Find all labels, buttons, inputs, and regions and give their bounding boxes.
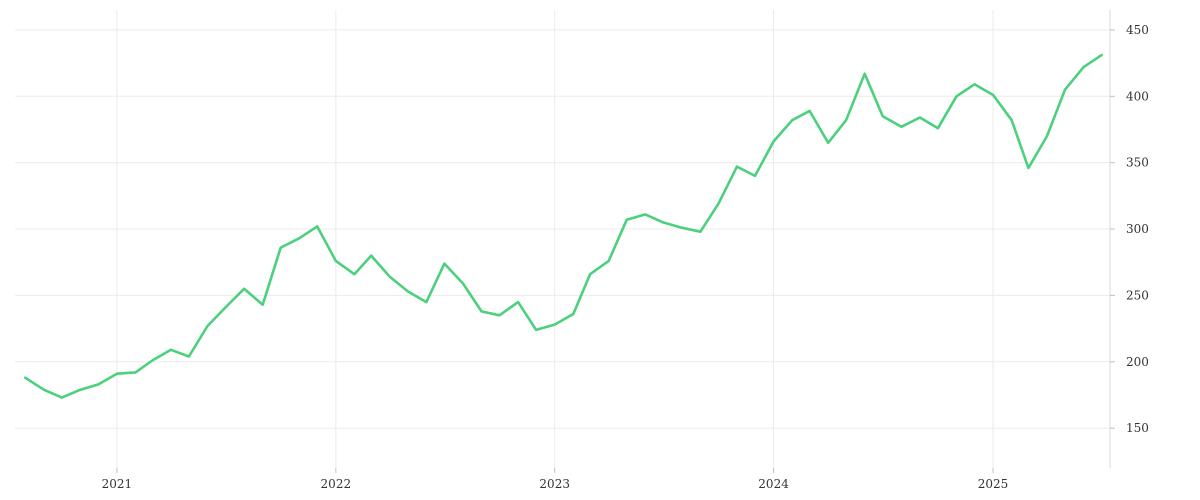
x-tick-label: 2025	[978, 477, 1009, 491]
y-tick-label: 250	[1126, 288, 1149, 302]
x-tick-label: 2024	[758, 477, 789, 491]
x-tick-label: 2023	[539, 477, 570, 491]
y-tick-label: 300	[1126, 222, 1149, 236]
y-tick-label: 450	[1126, 23, 1149, 37]
vertical-gridlines	[116, 10, 994, 468]
x-tick-label: 2022	[321, 477, 352, 491]
x-tick-label: 2021	[102, 477, 133, 491]
y-tick-label: 350	[1126, 156, 1149, 170]
horizontal-gridlines	[15, 29, 1110, 429]
series-group	[23, 53, 1103, 399]
x-axis: 2021 2022 2023 2024 2025	[102, 468, 1009, 491]
series-line	[23, 53, 1103, 399]
y-tick-label: 400	[1126, 89, 1149, 103]
y-tick-label: 150	[1126, 421, 1149, 435]
y-tick-label: 200	[1126, 355, 1149, 369]
y-axis: 150 200 250 300 350 400 450	[1110, 23, 1149, 435]
